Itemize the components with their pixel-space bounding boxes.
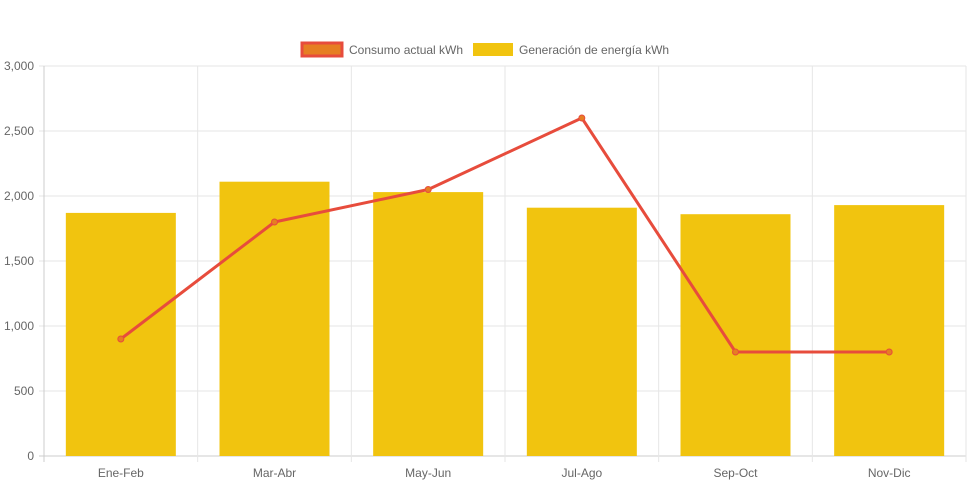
line-point (271, 218, 278, 226)
x-tick-label: Sep-Oct (713, 466, 758, 480)
x-tick-label: Mar-Abr (253, 466, 296, 480)
y-tick-label: 500 (14, 384, 34, 398)
y-axis: 0 500 1,000 1,500 2,000 2,500 3,000 (4, 59, 34, 463)
legend-swatch-generacion (473, 43, 513, 56)
line-path (119, 116, 890, 354)
line-point (424, 186, 432, 193)
bars (65, 181, 945, 456)
bar (65, 212, 176, 456)
line-point (885, 348, 893, 356)
bar (680, 214, 791, 456)
legend-label-consumo: Consumo actual kWh (349, 43, 463, 57)
y-tick-label: 1,500 (4, 254, 34, 268)
x-axis: Ene-Feb Mar-Abr May-Jun Jul-Ago Sep-Oct Nov-D… (98, 466, 911, 480)
y-tick-label: 0 (27, 449, 34, 463)
bar (373, 192, 484, 456)
x-tick-label: Jul-Ago (561, 466, 602, 480)
legend-item-consumo[interactable]: Consumo actual kWh (300, 41, 463, 58)
x-tick-label: Nov-Dic (868, 466, 911, 480)
bar (834, 205, 945, 456)
legend-item-generacion[interactable]: Generación de energía kWh (473, 43, 669, 57)
bar (219, 181, 330, 456)
x-tick-label: May-Jun (405, 466, 451, 480)
legend: Consumo actual kWh Generación de energía… (300, 41, 669, 58)
grid (39, 65, 967, 462)
line-series (117, 114, 893, 356)
line-point (117, 335, 125, 343)
line-point (578, 114, 586, 122)
bar (526, 207, 637, 456)
y-tick-label: 2,500 (4, 124, 34, 138)
x-tick-label: Ene-Feb (98, 466, 144, 480)
legend-label-generacion: Generación de energía kWh (519, 43, 669, 57)
y-tick-label: 3,000 (4, 59, 34, 73)
line-point (732, 348, 739, 356)
y-tick-label: 2,000 (4, 189, 34, 203)
legend-swatch-consumo (300, 41, 344, 58)
y-tick-label: 1,000 (4, 319, 34, 333)
